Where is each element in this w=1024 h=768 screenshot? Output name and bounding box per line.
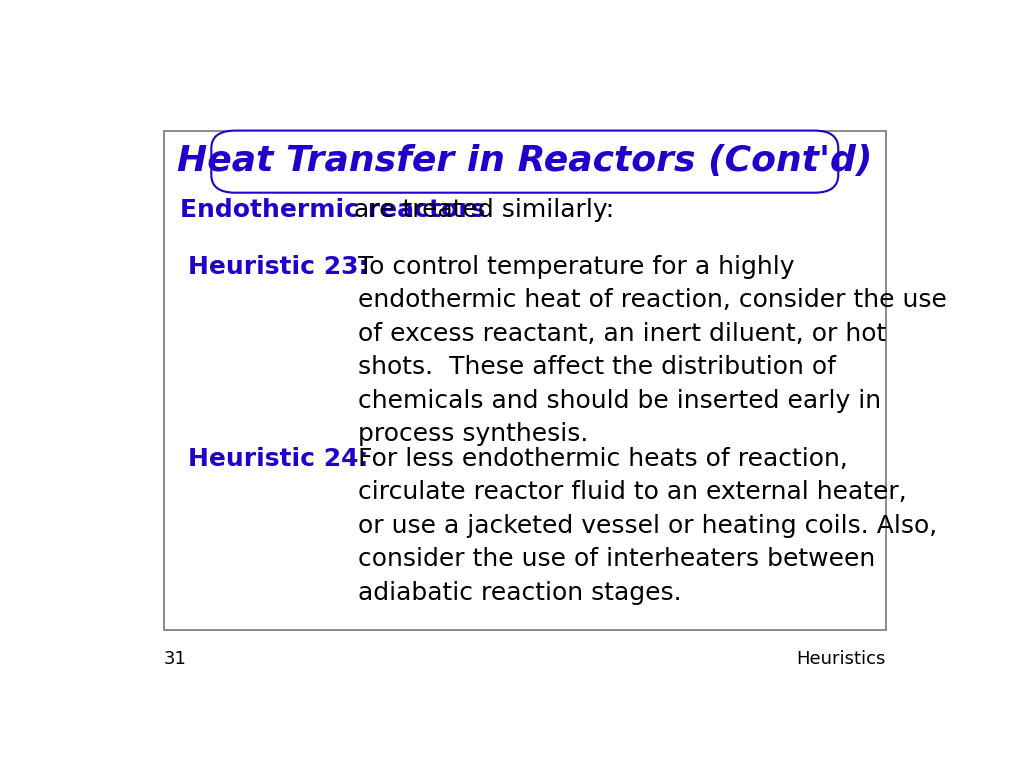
Text: Heuristic 24:: Heuristic 24: bbox=[187, 447, 368, 471]
Text: To control temperature for a highly
endothermic heat of reaction, consider the u: To control temperature for a highly endo… bbox=[358, 255, 947, 446]
Text: are treated similarly:: are treated similarly: bbox=[346, 198, 614, 223]
Text: For less endothermic heats of reaction,
circulate reactor fluid to an external h: For less endothermic heats of reaction, … bbox=[358, 447, 937, 605]
Text: Endothermic reactors: Endothermic reactors bbox=[179, 198, 485, 223]
Text: Heat Transfer in Reactors (Cont'd): Heat Transfer in Reactors (Cont'd) bbox=[177, 144, 872, 178]
Text: 31: 31 bbox=[164, 650, 186, 667]
FancyBboxPatch shape bbox=[211, 131, 839, 193]
Text: Heuristic 23:: Heuristic 23: bbox=[187, 255, 368, 279]
FancyBboxPatch shape bbox=[164, 131, 886, 631]
Text: Heuristics: Heuristics bbox=[797, 650, 886, 667]
